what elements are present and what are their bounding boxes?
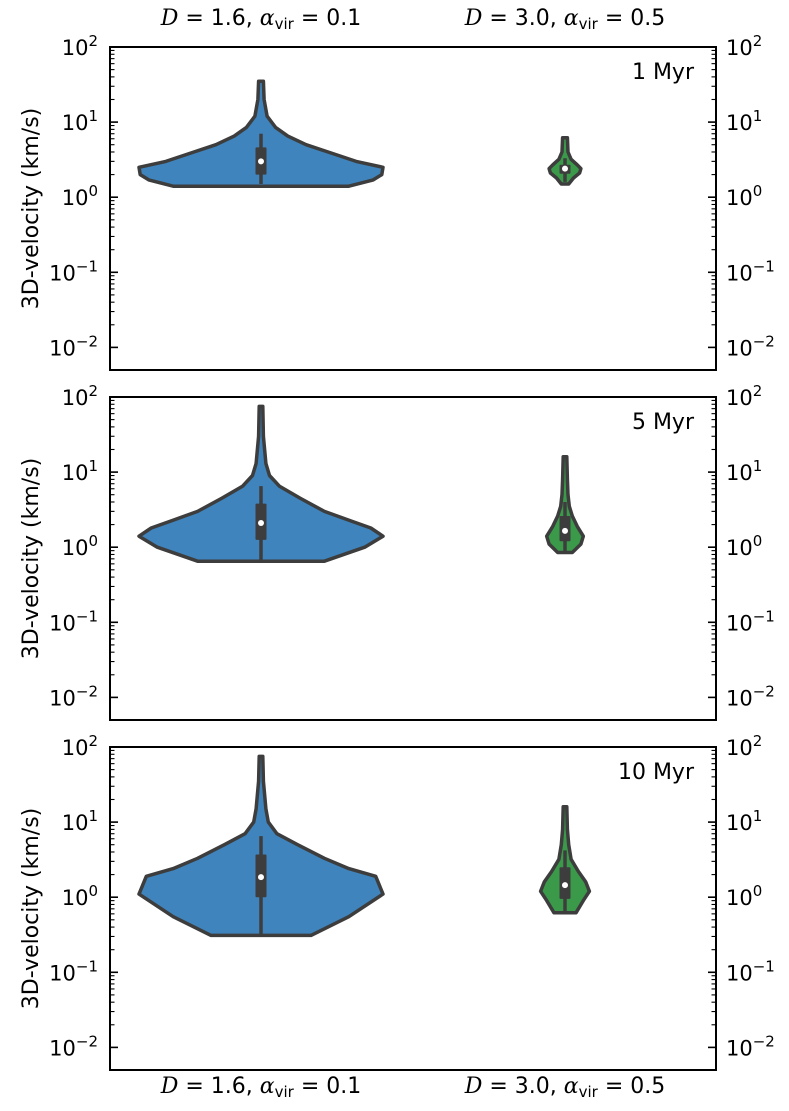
- panel-title: 5 Myr: [632, 410, 695, 435]
- axes-frame: [109, 46, 717, 371]
- ytick-label-right: 100: [726, 882, 762, 910]
- ytick-label-right: 101: [726, 107, 762, 135]
- violin-median: [562, 527, 568, 534]
- y-axis-label: 3D-velocity (km/s): [19, 108, 44, 309]
- ytick-label-left: 100: [62, 182, 98, 210]
- ytick-label-left: 102: [62, 32, 98, 60]
- violin-median: [258, 874, 264, 881]
- y-axis-label: 3D-velocity (km/s): [19, 458, 44, 659]
- y-axis-label: 3D-velocity (km/s): [19, 808, 44, 1009]
- ytick-label-right: 102: [726, 732, 762, 760]
- ytick-label-right: 10−2: [726, 682, 775, 710]
- panel-title: 10 Myr: [618, 760, 695, 785]
- ytick-label-right: 102: [726, 32, 762, 60]
- category-label-bottom: D = 3.0, αvir = 0.5: [464, 1074, 666, 1101]
- violin-body: [137, 79, 385, 188]
- ytick-label-right: 10−1: [726, 607, 775, 635]
- ytick-label-left: 10−2: [49, 1032, 98, 1060]
- ytick-label-right: 101: [726, 807, 762, 835]
- ytick-label-left: 10−1: [49, 607, 98, 635]
- ytick-label-left: 10−2: [49, 682, 98, 710]
- ytick-label-left: 100: [62, 532, 98, 560]
- violin-body: [137, 404, 385, 563]
- ytick-label-right: 100: [726, 532, 762, 560]
- ytick-label-left: 10−1: [49, 957, 98, 985]
- ytick-label-left: 101: [62, 457, 98, 485]
- ytick-label-left: 10−1: [49, 257, 98, 285]
- ytick-label-left: 102: [62, 382, 98, 410]
- ytick-label-right: 10−1: [726, 257, 775, 285]
- ytick-label-right: 10−2: [726, 1032, 775, 1060]
- ytick-label-right: 101: [726, 457, 762, 485]
- ytick-label-left: 101: [62, 107, 98, 135]
- panel-3: 102 102 101 101 100 100 10−1 10−1 10−2 10−2 10 Myr…: [19, 732, 775, 1071]
- violin-median: [258, 519, 264, 526]
- ytick-label-right: 102: [726, 382, 762, 410]
- panel-1: 102 102 101 101 100 100 10−1 10−1 10−2 10−2 1 Myr 3…: [19, 32, 775, 371]
- ytick-label-right: 10−1: [726, 957, 775, 985]
- ytick-label-right: 100: [726, 182, 762, 210]
- ytick-label-left: 101: [62, 807, 98, 835]
- ytick-label-left: 10−2: [49, 332, 98, 360]
- panel-2: 102 102 101 101 100 100 10−1 10−1 10−2 10−2 5 Myr 3…: [19, 382, 775, 721]
- ytick-label-right: 10−2: [726, 332, 775, 360]
- panel-title: 1 Myr: [632, 60, 695, 85]
- violin-median: [562, 165, 568, 172]
- violin-median: [562, 882, 568, 889]
- category-label-top: D = 1.6, αvir = 0.1: [160, 6, 362, 33]
- category-label-bottom: D = 1.6, αvir = 0.1: [160, 1074, 362, 1101]
- ytick-label-left: 100: [62, 882, 98, 910]
- ytick-label-left: 102: [62, 732, 98, 760]
- category-label-top: D = 3.0, αvir = 0.5: [464, 6, 666, 33]
- violin-median: [258, 158, 264, 165]
